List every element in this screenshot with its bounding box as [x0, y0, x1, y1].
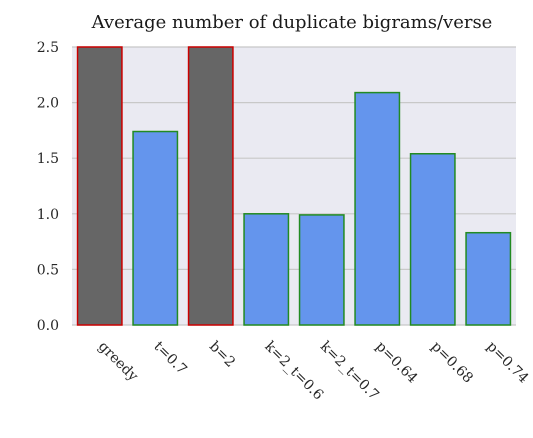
y-tick-label: 0.5 — [37, 262, 59, 278]
bar-6 — [409, 153, 456, 326]
x-tick-labels: greedy t=0.7 b=2 k=2_t=0.6k=2_t=0.7p=0.64 p=… — [95, 339, 532, 404]
y-tick-labels: 0.0 0.5 1.0 1.5 2.0 2.5 — [37, 40, 59, 334]
bar-7 — [465, 231, 512, 326]
bar-5 — [354, 91, 401, 326]
y-tick-label: 1.0 — [37, 207, 59, 223]
y-tick-label: 2.0 — [37, 96, 59, 112]
bar-4 — [298, 214, 345, 326]
y-tick-label: 2.5 — [37, 40, 59, 56]
bar-1 — [132, 130, 179, 326]
x-tick-label: greedy — [95, 339, 141, 385]
y-tick-label: 1.5 — [37, 151, 59, 167]
x-tick-label: k=2_t=0.7 — [317, 339, 382, 404]
x-tick-label: p=0.74 — [483, 339, 531, 387]
y-tick-label: 0.0 — [37, 318, 59, 334]
bar-0 — [76, 46, 123, 326]
bar-2 — [187, 46, 234, 326]
bars — [76, 46, 512, 326]
x-tick-label: t=0.7 — [150, 339, 189, 378]
x-tick-label: k=2_t=0.6 — [261, 339, 326, 404]
x-tick-label: b=2 — [206, 339, 238, 371]
chart-title: Average number of duplicate bigrams/vers… — [91, 12, 493, 33]
x-tick-label: p=0.68 — [428, 339, 476, 387]
x-tick-label: p=0.64 — [372, 339, 420, 387]
bar-3 — [243, 213, 290, 326]
